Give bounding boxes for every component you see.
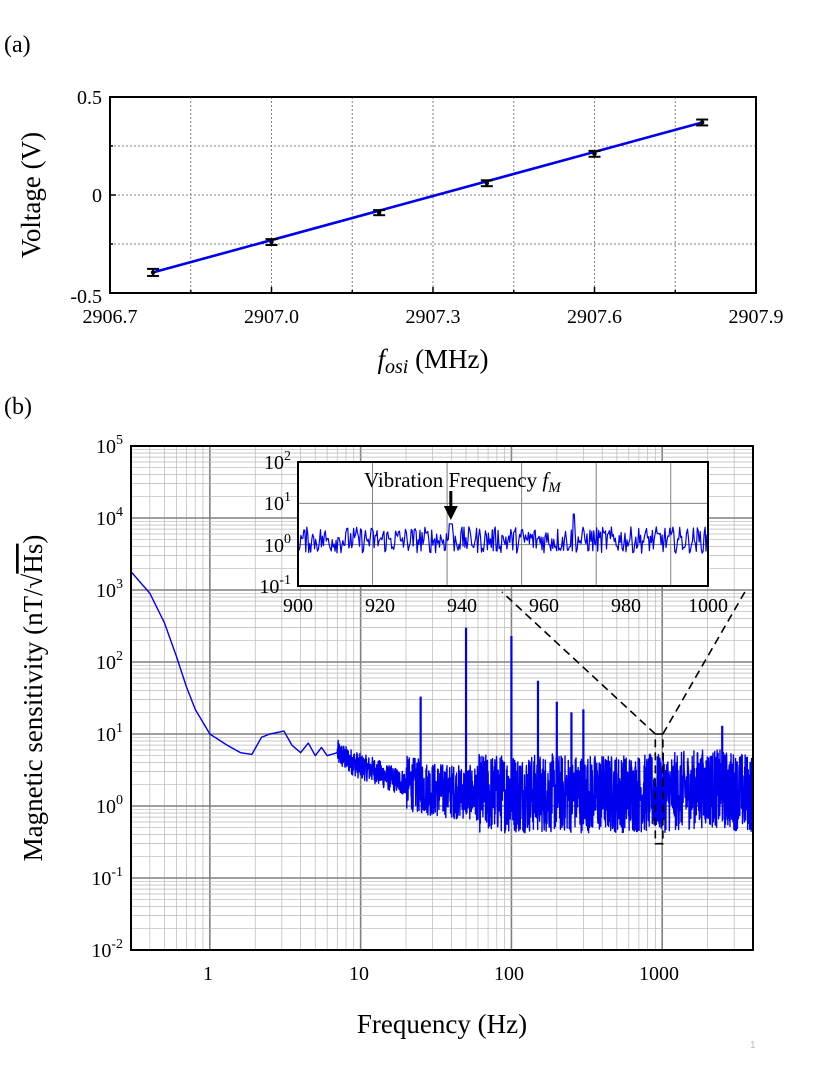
panel-a-data-point [376, 210, 382, 215]
panel-b-ytick-exponent: 1 [116, 721, 123, 736]
panel-b-ytick: 104 [96, 505, 123, 530]
panel-b-ytick: 10-1 [91, 865, 123, 890]
panel-a-tick-marks [109, 96, 757, 294]
panel-b-xtick: 10 [349, 963, 369, 985]
panel-a-ytick: 0 [92, 185, 102, 207]
panel-a-data-point [484, 181, 490, 186]
panel-a-fit-layer [152, 121, 703, 274]
panel-b-xtick: 1000 [639, 963, 679, 985]
panel-a-data-point [592, 151, 597, 157]
inset-xtick: 900 [283, 595, 313, 617]
panel-a-xlabel-symbol: f [377, 344, 388, 374]
panel-b-xtick: 1 [203, 963, 213, 985]
panel-b-ylabel: Magnetic sensitivity (nT/√Hs) [18, 535, 48, 862]
inset-gridlines [298, 462, 708, 586]
panel-a-data-point [150, 270, 156, 275]
panel-b-spectrum-line [130, 571, 754, 834]
panel-b-ytick-exponent: 4 [116, 505, 123, 520]
inset-annotation: Vibration Frequency fM [364, 468, 562, 496]
panel-a-xlabel-subscript: osi [385, 356, 408, 378]
inset-frame [297, 461, 709, 587]
panel-b-label: (b) [4, 394, 32, 420]
panel-b-ytick-exponent: 2 [116, 649, 123, 664]
inset-spectrum-layer [297, 513, 709, 554]
panel-a-ytick: -0.5 [70, 286, 102, 308]
inset-spectrum-line [297, 513, 709, 554]
panel-a-xtick: 2907.6 [567, 306, 622, 328]
panel-a-fit-line [152, 121, 703, 274]
inset-arrow-head [443, 506, 458, 520]
panel-b-ylabel-suffix: ) [18, 535, 48, 544]
panel-b-ytick: 103 [96, 577, 123, 602]
panel-b-ytick: 10-2 [91, 937, 123, 962]
panel-b-zoom-box [654, 733, 664, 845]
inset-ytick: 101 [264, 490, 291, 515]
inset-ytick-exponent: 1 [284, 490, 291, 505]
inset-annotation-arrow [443, 491, 458, 520]
inset-xtick: 940 [447, 595, 477, 617]
panel-a-label: (a) [4, 32, 31, 58]
inset-annotation-subscript: M [547, 480, 562, 496]
panel-b-frame [130, 445, 754, 951]
inset-ytick-exponent: -1 [279, 573, 291, 588]
panel-a-xtick: 2907.3 [406, 306, 461, 328]
panel-a-xtick: 2907.0 [244, 306, 299, 328]
panel-b-xtick: 100 [494, 963, 524, 985]
panel-b-ytick: 105 [96, 433, 123, 458]
inset-xtick: 1000 [688, 595, 728, 617]
inset-ytick: 100 [264, 532, 291, 557]
panel-b-zoom-indicator [501, 589, 747, 845]
panel-b-ytick-exponent: 0 [116, 793, 123, 808]
inset-xtick: 920 [365, 595, 395, 617]
panel-a-ylabel: Voltage (V) [16, 132, 46, 258]
panel-b-ylabel-prefix: Magnetic sensitivity (nT/ [18, 588, 48, 861]
panel-b-ylabel-sqrt-arg: Hs [18, 544, 48, 574]
panel-a-xtick: 2906.7 [83, 306, 138, 328]
inset-annotation-symbol: f [542, 468, 551, 492]
panel-b-ytick-exponent: 5 [116, 433, 123, 448]
panel-a-points-layer [147, 118, 709, 277]
panel-a-data-point [699, 120, 705, 125]
inset-xtick: 980 [611, 595, 641, 617]
page-mark: 1 [750, 1040, 756, 1051]
panel-b-ylabel-sqrt: √ [18, 573, 48, 588]
panel-a-xlabel: fosi (MHz) [377, 344, 488, 378]
panel-b-ytick: 102 [96, 649, 123, 674]
panel-a-xlabel-unit: (MHz) [408, 344, 488, 374]
inset-ytick-exponent: 0 [284, 532, 291, 547]
panel-b-ytick: 101 [96, 721, 123, 746]
inset-annotation-text: Vibration Frequency [364, 468, 542, 492]
panel-b-ytick-exponent: -1 [111, 865, 123, 880]
panel-b-zoom-connector [501, 591, 656, 735]
panel-a-ytick: 0.5 [77, 87, 102, 109]
panel-b-ytick-exponent: -2 [111, 937, 123, 952]
inset-background [298, 462, 708, 586]
panel-b-xlabel: Frequency (Hz) [357, 1009, 527, 1039]
inset-ytick: 102 [264, 449, 291, 474]
panel-b-zoom-connector [662, 589, 747, 735]
inset-xtick: 960 [529, 595, 559, 617]
panel-a-xtick: 2907.9 [729, 306, 784, 328]
panel-b-ytick: 100 [96, 793, 123, 818]
panel-b-spectrum-layer [130, 571, 754, 834]
panel-b-ytick-exponent: 3 [116, 577, 123, 592]
panel-a-data-point [269, 239, 274, 245]
inset-ytick-exponent: 2 [284, 449, 291, 464]
